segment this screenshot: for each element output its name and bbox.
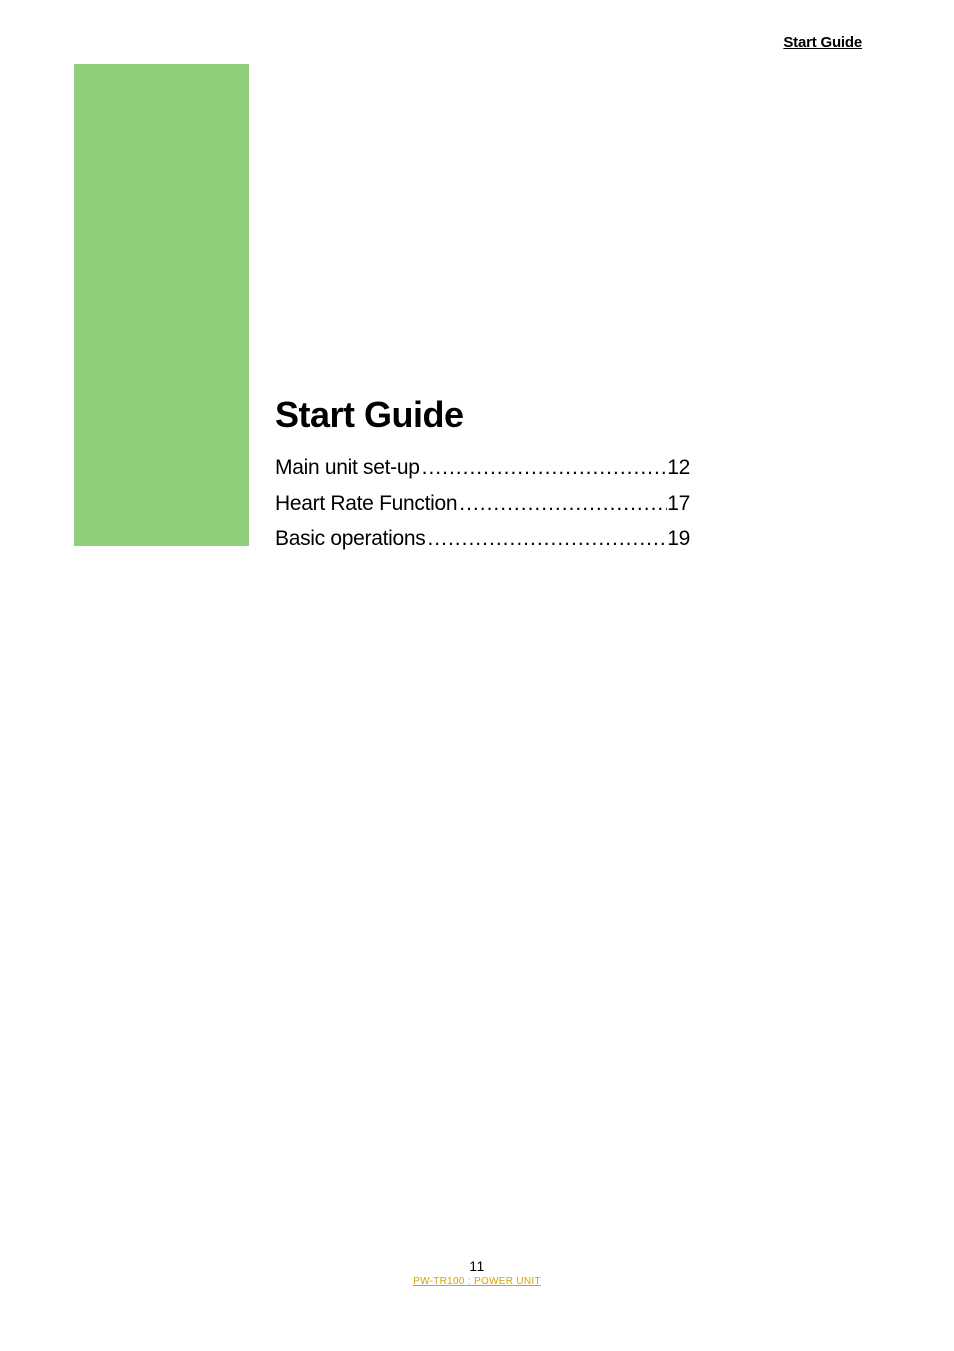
section-title: Start Guide — [275, 394, 690, 436]
header-start-guide-link[interactable]: Start Guide — [783, 34, 862, 51]
toc-page: 12 — [667, 450, 690, 486]
toc-label: Basic operations — [275, 521, 425, 557]
toc-dots: ........................................… — [420, 450, 668, 486]
content-block: Start Guide Main unit set-up ...........… — [275, 394, 690, 557]
toc-page: 19 — [667, 521, 690, 557]
toc-row[interactable]: Heart Rate Function ....................… — [275, 486, 690, 522]
toc-row[interactable]: Main unit set-up .......................… — [275, 450, 690, 486]
toc-page: 17 — [667, 486, 690, 522]
footer-model-link[interactable]: PW-TR100 : POWER UNIT — [0, 1276, 954, 1287]
toc-row[interactable]: Basic operations .......................… — [275, 521, 690, 557]
decorative-green-rect — [74, 64, 249, 546]
toc-dots: ........................................… — [425, 521, 667, 557]
page-number: 11 — [0, 1258, 954, 1274]
page-footer: 11 PW-TR100 : POWER UNIT — [0, 1258, 954, 1287]
toc-dots: ........................................… — [457, 486, 667, 522]
toc-label: Main unit set-up — [275, 450, 420, 486]
toc-label: Heart Rate Function — [275, 486, 457, 522]
page: Start Guide Start Guide Main unit set-up… — [0, 0, 954, 1351]
